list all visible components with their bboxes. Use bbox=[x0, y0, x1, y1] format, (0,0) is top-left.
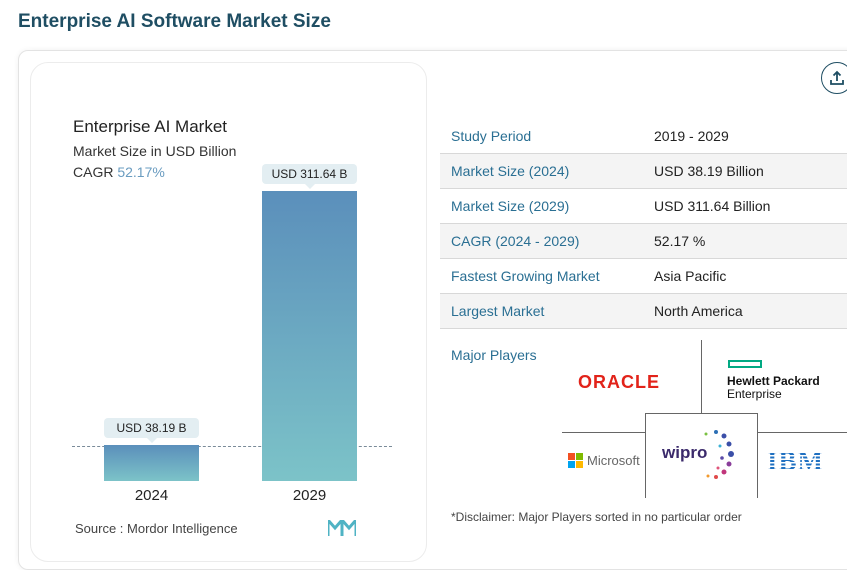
table-row: Fastest Growing Market Asia Pacific bbox=[440, 259, 847, 294]
table-row: Largest Market North America bbox=[440, 294, 847, 329]
row-label: Largest Market bbox=[451, 303, 545, 319]
wipro-logo: wipro bbox=[662, 443, 708, 462]
divider bbox=[562, 432, 645, 433]
chart-card bbox=[30, 62, 427, 562]
divider bbox=[701, 340, 702, 413]
row-value: Asia Pacific bbox=[654, 268, 727, 284]
oracle-logo: ORACLE bbox=[578, 372, 660, 392]
row-value: USD 38.19 Billion bbox=[654, 163, 764, 179]
row-label: CAGR (2024 - 2029) bbox=[451, 233, 580, 249]
x-tick-2024: 2024 bbox=[134, 487, 169, 504]
chart-title: Enterprise AI Market bbox=[73, 117, 228, 136]
bar-2024 bbox=[104, 445, 199, 481]
bar-label-2029: USD 311.64 B bbox=[262, 164, 357, 189]
share-button[interactable] bbox=[821, 62, 847, 94]
market-summary-table: Study Period 2019 - 2029 Market Size (202… bbox=[440, 119, 847, 329]
x-tick-2029: 2029 bbox=[292, 487, 327, 504]
row-value: 2019 - 2029 bbox=[654, 128, 729, 144]
bar-label-2024: USD 38.19 B bbox=[104, 418, 199, 444]
baseline-dashed bbox=[72, 446, 392, 447]
row-value: 52.17 % bbox=[654, 233, 706, 249]
table-row: Market Size (2029) USD 311.64 Billion bbox=[440, 189, 847, 224]
row-value: USD 311.64 Billion bbox=[654, 198, 771, 214]
bar-2029 bbox=[262, 191, 357, 481]
row-label: Fastest Growing Market bbox=[451, 268, 600, 284]
row-label: Market Size (2029) bbox=[451, 198, 570, 214]
chart-subtitle: Market Size in USD Billion bbox=[73, 143, 237, 159]
ibm-logo: IBM bbox=[767, 446, 824, 476]
table-row: CAGR (2024 - 2029) 52.17 % bbox=[440, 224, 847, 259]
divider bbox=[757, 432, 847, 433]
table-row: Market Size (2024) USD 38.19 Billion bbox=[440, 154, 847, 189]
microsoft-logo: Microsoft bbox=[587, 453, 640, 468]
cagr-label: CAGR bbox=[73, 164, 114, 180]
page-title: Enterprise AI Software Market Size bbox=[18, 11, 331, 32]
row-value: North America bbox=[654, 303, 743, 319]
hpe-logo-line1: Hewlett Packard bbox=[727, 374, 820, 388]
disclaimer: *Disclaimer: Major Players sorted in no … bbox=[451, 510, 742, 524]
major-players-label: Major Players bbox=[451, 347, 537, 363]
wipro-dots-icon bbox=[704, 430, 734, 479]
table-row: Study Period 2019 - 2029 bbox=[440, 119, 847, 154]
chart-source: Source : Mordor Intelligence bbox=[75, 521, 238, 536]
mordor-logo-icon bbox=[328, 520, 356, 536]
row-label: Market Size (2024) bbox=[451, 163, 570, 179]
wipro-box bbox=[645, 413, 758, 498]
hpe-logo-line2: Enterprise bbox=[727, 387, 782, 401]
hpe-logo-icon bbox=[728, 360, 762, 368]
microsoft-logo-icon bbox=[568, 453, 583, 468]
row-label: Study Period bbox=[451, 128, 532, 144]
upload-icon bbox=[830, 70, 844, 85]
cagr-value: 52.17% bbox=[117, 164, 165, 180]
chart-cagr: CAGR 52.17% bbox=[73, 164, 165, 180]
